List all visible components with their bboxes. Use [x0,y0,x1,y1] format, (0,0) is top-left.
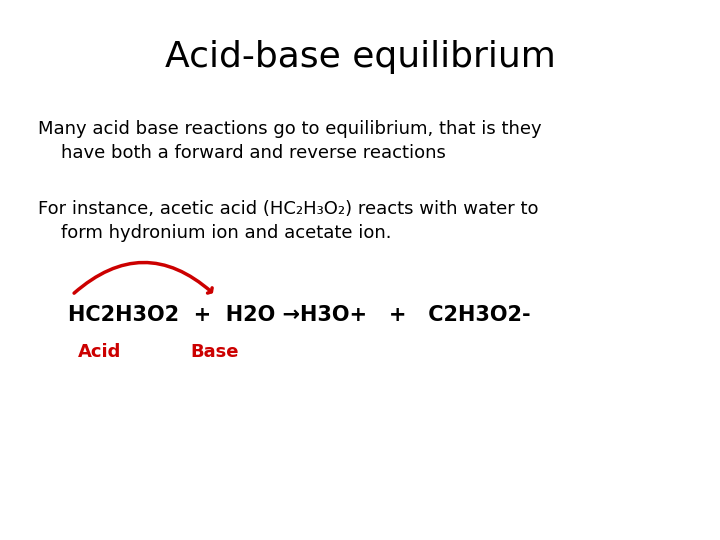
Text: Base: Base [191,343,239,361]
Text: Acid-base equilibrium: Acid-base equilibrium [165,40,555,74]
Text: form hydronium ion and acetate ion.: form hydronium ion and acetate ion. [38,224,392,242]
Text: have both a forward and reverse reactions: have both a forward and reverse reaction… [38,144,446,162]
Text: For instance, acetic acid (HC₂H₃O₂) reacts with water to: For instance, acetic acid (HC₂H₃O₂) reac… [38,200,539,218]
Text: Many acid base reactions go to equilibrium, that is they: Many acid base reactions go to equilibri… [38,120,541,138]
Text: HC2H3O2  +  H2O →H3O+   +   C2H3O2-: HC2H3O2 + H2O →H3O+ + C2H3O2- [68,305,531,325]
Text: Acid: Acid [78,343,122,361]
